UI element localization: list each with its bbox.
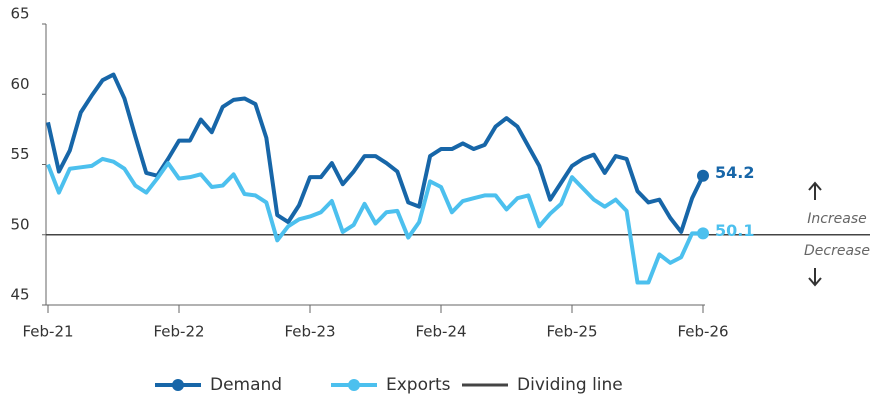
legend-label: Dividing line xyxy=(517,375,623,395)
x-tick-label: Feb-26 xyxy=(677,323,728,341)
y-tick-label: 55 xyxy=(10,145,29,163)
annotation: Increase xyxy=(807,211,867,227)
value-label: 50.1 xyxy=(715,221,754,240)
x-tick-label: Feb-22 xyxy=(153,323,204,341)
legend-label: Exports xyxy=(386,375,451,395)
end-marker xyxy=(697,227,709,240)
annotation: Decrease xyxy=(804,243,870,259)
legend-label: Demand xyxy=(210,375,282,395)
increase-arrow xyxy=(808,181,822,200)
y-tick-label: 60 xyxy=(10,75,29,93)
legend-marker xyxy=(348,379,360,391)
x-tick-label: Feb-24 xyxy=(415,323,466,341)
decrease-arrow xyxy=(808,268,822,287)
x-tick-label: Feb-21 xyxy=(22,323,73,341)
end-marker xyxy=(697,169,709,182)
value-label: 54.2 xyxy=(715,163,754,182)
x-tick-label: Feb-23 xyxy=(284,323,335,341)
series-line xyxy=(46,156,703,285)
y-tick-label: 65 xyxy=(10,5,29,23)
legend-marker xyxy=(172,379,184,391)
x-tick-label: Feb-25 xyxy=(546,323,597,341)
y-tick-label: 45 xyxy=(10,286,29,304)
y-tick-label: 50 xyxy=(10,215,29,233)
